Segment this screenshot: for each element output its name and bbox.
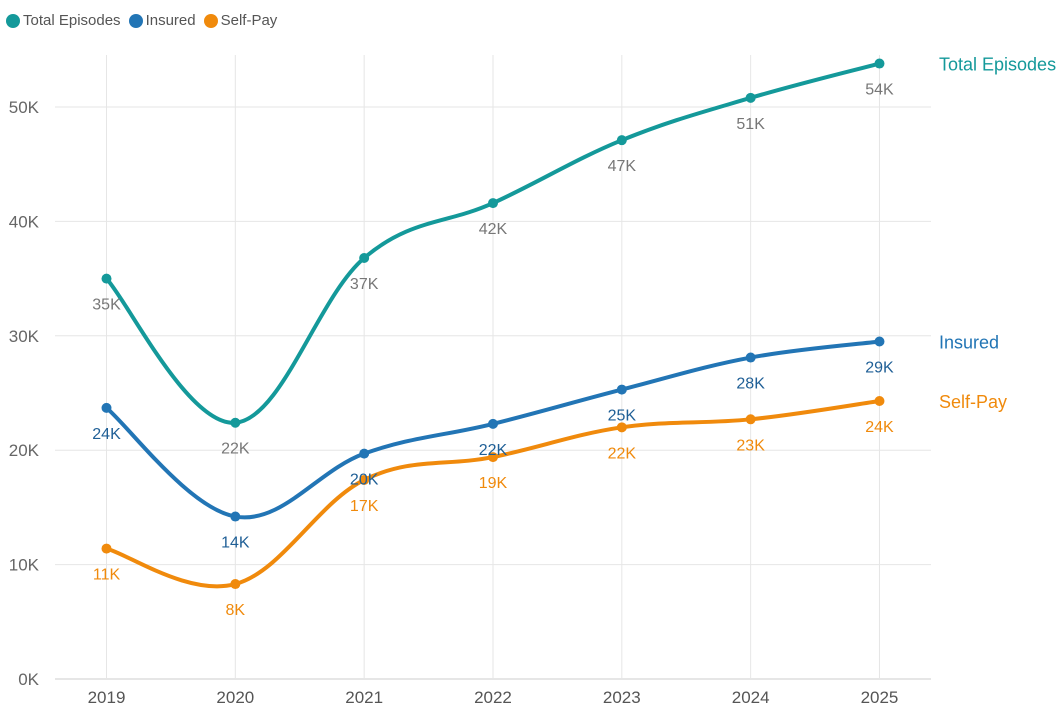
data-label-self-pay: 23K [736, 437, 765, 454]
data-point-self-pay [874, 396, 885, 407]
series-end-labels: Total Episodes Insured Self-Pay [939, 55, 1056, 412]
legend-item-total-episodes[interactable]: Total Episodes [6, 12, 121, 29]
data-point-insured [874, 336, 885, 347]
x-tick-label: 2022 [474, 688, 512, 707]
data-label-total-episodes: 42K [479, 221, 508, 238]
data-point-insured [487, 418, 498, 429]
data-point-self-pay [487, 452, 498, 463]
x-tick-label: 2021 [345, 688, 383, 707]
data-label-insured: 14K [221, 535, 250, 552]
data-label-self-pay: 8K [226, 602, 246, 619]
data-label-insured: 29K [865, 360, 894, 377]
chart-legend: Total Episodes Insured Self-Pay [6, 12, 277, 29]
data-label-total-episodes: 47K [608, 158, 637, 175]
x-tick-label: 2023 [603, 688, 641, 707]
data-point-self-pay [616, 422, 627, 433]
data-point-insured [359, 448, 370, 459]
data-point-total-episodes [616, 135, 627, 146]
data-label-insured: 22K [479, 442, 508, 459]
data-point-insured [230, 511, 241, 522]
data-point-insured [616, 384, 627, 395]
x-tick-label: 2024 [732, 688, 770, 707]
y-tick-label: 50K [9, 98, 40, 117]
y-tick-label: 10K [9, 556, 40, 575]
legend-label-self-pay: Self-Pay [220, 12, 278, 29]
legend-item-self-pay[interactable]: Self-Pay [203, 12, 278, 29]
y-axis: 0K 10K 20K 30K 40K 50K [9, 98, 40, 689]
legend-swatch-total-episodes [6, 13, 20, 28]
x-tick-label: 2025 [861, 688, 899, 707]
data-point-self-pay [745, 414, 756, 425]
series-points [101, 58, 885, 590]
x-tick-label: 2020 [216, 688, 254, 707]
data-label-insured: 25K [608, 408, 637, 425]
data-point-insured [745, 352, 756, 363]
data-point-self-pay [101, 543, 112, 554]
data-point-total-episodes [359, 253, 370, 264]
series-end-label-total-episodes: Total Episodes [939, 55, 1056, 75]
legend-swatch-self-pay [203, 13, 218, 28]
data-label-total-episodes: 35K [92, 297, 121, 314]
y-tick-label: 0K [18, 670, 39, 689]
data-label-total-episodes: 37K [350, 276, 379, 293]
data-label-total-episodes: 54K [865, 82, 894, 99]
x-axis: 2019 2020 2021 2022 2023 2024 2025 [88, 688, 899, 707]
data-label-self-pay: 17K [350, 498, 379, 515]
grid-lines [55, 55, 931, 680]
data-label-insured: 28K [736, 376, 765, 393]
data-point-total-episodes [101, 273, 112, 284]
data-point-self-pay [359, 474, 370, 485]
data-label-total-episodes: 22K [221, 441, 250, 458]
data-point-insured [101, 402, 112, 413]
y-tick-label: 40K [9, 212, 40, 231]
y-tick-label: 30K [9, 327, 40, 346]
data-label-self-pay: 22K [608, 445, 637, 462]
series-end-label-self-pay: Self-Pay [939, 392, 1007, 412]
data-point-total-episodes [487, 198, 498, 209]
data-point-self-pay [230, 579, 241, 590]
data-point-total-episodes [874, 58, 885, 69]
data-label-self-pay: 24K [865, 419, 894, 436]
data-label-insured: 20K [350, 472, 379, 489]
legend-item-insured[interactable]: Insured [128, 12, 196, 29]
data-label-total-episodes: 51K [736, 116, 765, 133]
data-label-self-pay: 11K [93, 567, 121, 584]
data-labels: 35K 22K 37K 42K 47K 51K 54K 24K 14K 20K 22K 25K 28K 2… [92, 82, 894, 620]
data-point-total-episodes [745, 92, 756, 103]
data-point-total-episodes [230, 417, 241, 428]
legend-label-insured: Insured [145, 12, 196, 29]
data-label-insured: 24K [92, 426, 121, 443]
x-tick-label: 2019 [88, 688, 126, 707]
y-tick-label: 20K [9, 441, 40, 460]
series-end-label-insured: Insured [939, 333, 999, 353]
legend-swatch-insured [128, 13, 143, 28]
data-label-self-pay: 19K [479, 475, 508, 492]
legend-label-total-episodes: Total Episodes [23, 12, 121, 29]
